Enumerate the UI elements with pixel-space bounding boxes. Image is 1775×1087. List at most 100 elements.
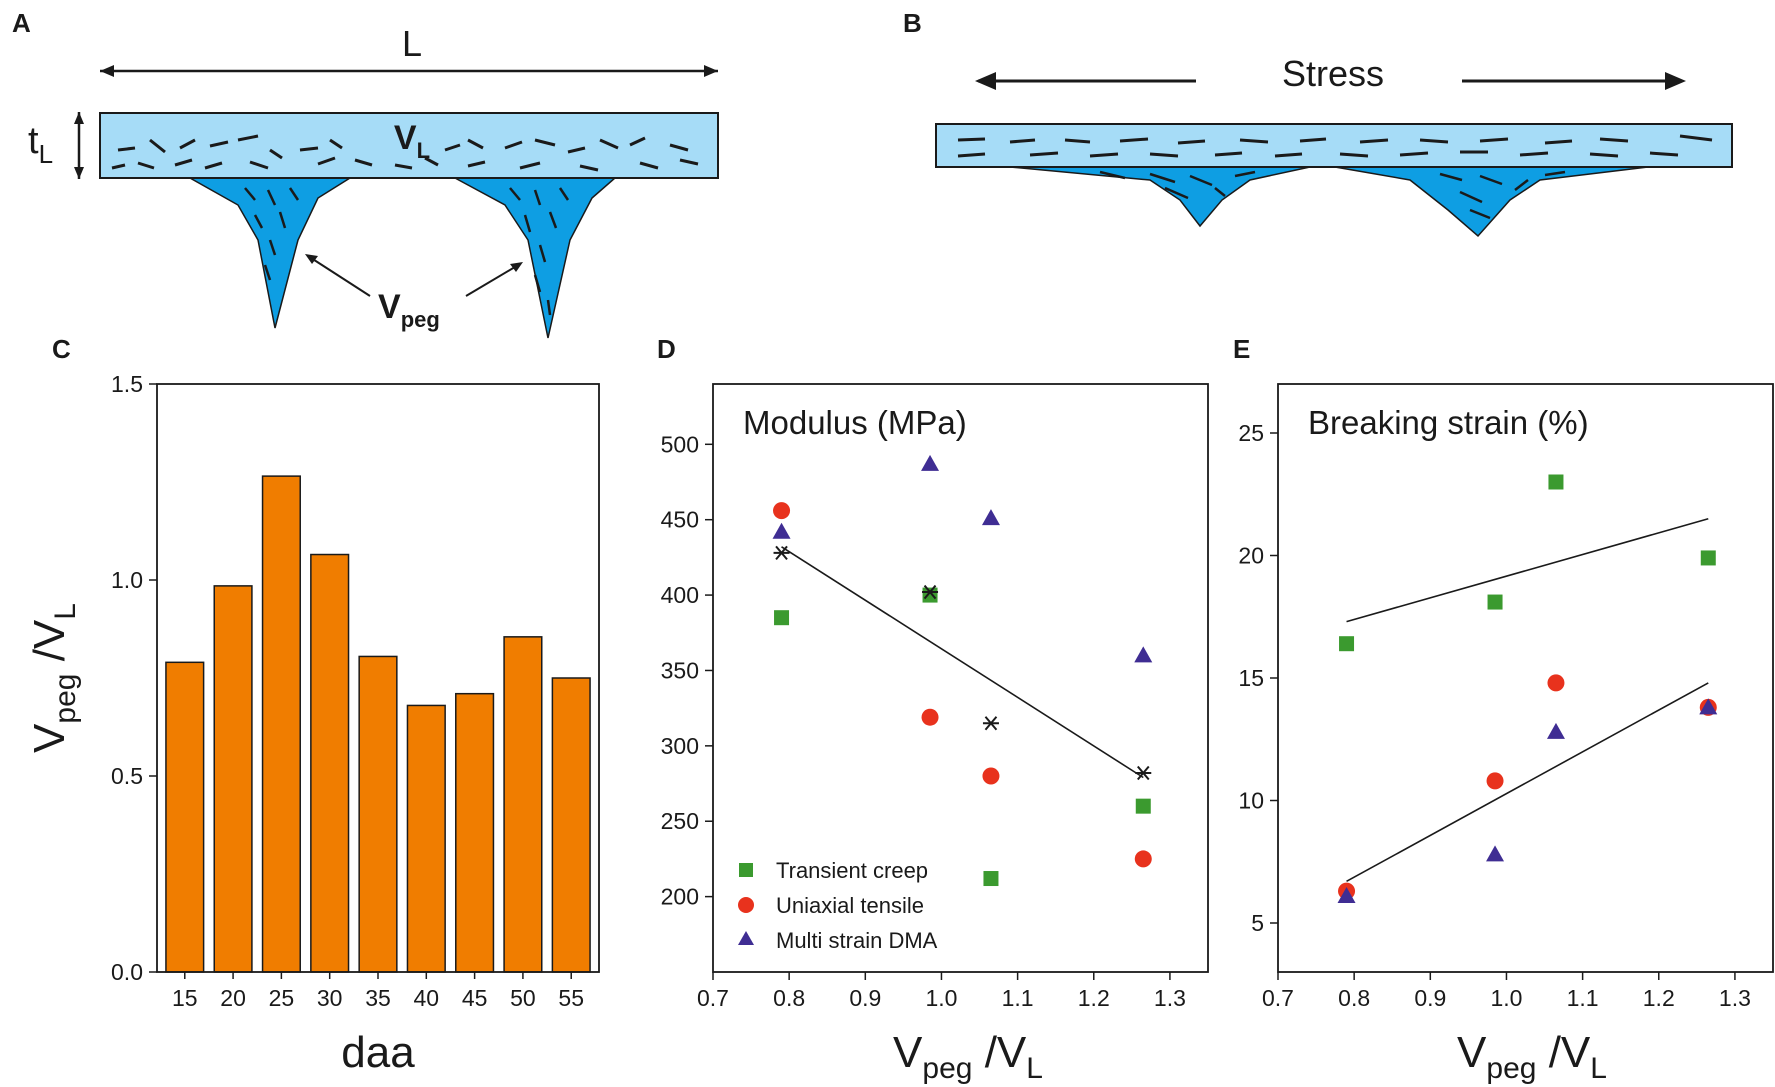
d-point-uniaxial-tensile-2 bbox=[982, 767, 1000, 785]
bar-40 bbox=[406, 704, 446, 973]
c-tick-marks bbox=[149, 383, 572, 979]
d-y-tick-500: 500 bbox=[661, 431, 699, 457]
d-point-mean-0-d2 bbox=[775, 545, 788, 561]
fibrils-peg-b bbox=[1099, 170, 1566, 220]
d-legend: Transient creep Uniaxial tensile Multi s… bbox=[738, 858, 938, 953]
peg-b-right bbox=[1334, 166, 1649, 238]
d-point-transient-creep-0 bbox=[774, 610, 790, 626]
bar-50 bbox=[503, 636, 543, 973]
legend-label-uniaxial-tensile: Uniaxial tensile bbox=[776, 893, 924, 918]
d-point-uniaxial-tensile-1 bbox=[921, 708, 939, 726]
e-tick-marks bbox=[1270, 432, 1736, 980]
e-x-tick-1.2: 1.2 bbox=[1643, 985, 1675, 1011]
bar-30 bbox=[310, 553, 350, 973]
e-chart-title: Breaking strain (%) bbox=[1308, 404, 1589, 441]
c-y-axis-title: Vpeg /VL bbox=[25, 603, 82, 753]
c-x-tick-30: 30 bbox=[317, 985, 343, 1011]
c-y-tick-1.5: 1.5 bbox=[111, 371, 143, 397]
panel-letter-d: D bbox=[657, 334, 676, 364]
d-chart-title: Modulus (MPa) bbox=[743, 404, 967, 441]
d-plot-frame bbox=[712, 383, 1209, 973]
panel-letter-b: B bbox=[903, 8, 922, 38]
d-fit-line-0 bbox=[781, 546, 1144, 779]
e-fit-lines bbox=[1346, 517, 1709, 883]
c-y-tick-1.0: 1.0 bbox=[111, 567, 143, 593]
peg-volume-label: Vpeg bbox=[378, 288, 440, 332]
lamella-bar-b bbox=[935, 123, 1733, 168]
e-x-tick-1.1: 1.1 bbox=[1567, 985, 1599, 1011]
c-x-tick-25: 25 bbox=[269, 985, 295, 1011]
d-point-transient-creep-1 bbox=[922, 587, 938, 603]
c-x-axis-title: daa bbox=[341, 1028, 415, 1077]
e-y-tick-20: 20 bbox=[1238, 543, 1264, 569]
c-x-tick-labels: 15 20 25 30 35 40 45 50 55 bbox=[172, 985, 584, 1011]
d-point-multi-strain-dma-3 bbox=[1134, 646, 1153, 663]
panel-d-scatter-chart: D 200 250 300 350 400 450 500 0.7 0.8 0.9 1.0 1.1 1… bbox=[657, 334, 1209, 1085]
e-point-multi-strain-dma-1 bbox=[1486, 845, 1505, 862]
peg-right bbox=[454, 177, 618, 339]
e-y-tick-25: 25 bbox=[1238, 420, 1264, 446]
d-point-mean-1 bbox=[922, 584, 939, 600]
e-point-transient-creep-0 bbox=[1339, 636, 1355, 652]
thickness-label: tL bbox=[28, 120, 53, 169]
c-plot-frame bbox=[156, 383, 600, 973]
legend-marker-transient-creep bbox=[739, 863, 753, 877]
c-x-tick-20: 20 bbox=[220, 985, 246, 1011]
e-fit-line-1 bbox=[1346, 682, 1709, 883]
bar-35 bbox=[358, 655, 398, 973]
d-point-mean-0 bbox=[773, 545, 790, 561]
e-data-points bbox=[1337, 474, 1718, 904]
bar-20 bbox=[213, 585, 253, 973]
d-point-transient-creep-2 bbox=[983, 871, 999, 887]
d-point-mean-3-d2 bbox=[1137, 765, 1150, 781]
e-point-transient-creep-1 bbox=[1487, 594, 1503, 610]
length-label: L bbox=[402, 23, 422, 64]
d-x-tick-1.2: 1.2 bbox=[1078, 985, 1110, 1011]
length-arrow-left-head bbox=[100, 65, 114, 77]
peg-arrow-right bbox=[465, 263, 521, 297]
e-x-tick-0.7: 0.7 bbox=[1262, 985, 1294, 1011]
d-point-multi-strain-dma-2 bbox=[981, 509, 1000, 526]
peg-left bbox=[187, 177, 353, 329]
c-x-tick-15: 15 bbox=[172, 985, 198, 1011]
e-x-tick-labels: 0.7 0.8 0.9 1.0 1.1 1.2 1.3 bbox=[1262, 985, 1751, 1011]
e-x-tick-1.0: 1.0 bbox=[1490, 985, 1522, 1011]
d-y-tick-250: 250 bbox=[661, 808, 699, 834]
lamella-volume-label: VL bbox=[394, 119, 430, 163]
legend-marker-uniaxial-tensile bbox=[738, 897, 754, 913]
legend-label-transient-creep: Transient creep bbox=[776, 858, 928, 883]
d-y-tick-400: 400 bbox=[661, 582, 699, 608]
fibrils-a bbox=[111, 134, 699, 172]
e-y-tick-5: 5 bbox=[1251, 910, 1264, 936]
d-x-tick-0.7: 0.7 bbox=[697, 985, 729, 1011]
c-bars bbox=[165, 475, 591, 973]
c-x-tick-40: 40 bbox=[414, 985, 440, 1011]
e-y-tick-10: 10 bbox=[1238, 788, 1264, 814]
bar-15 bbox=[165, 661, 205, 973]
thickness-arrow-top-head bbox=[74, 112, 84, 124]
d-point-mean-2-d2 bbox=[984, 716, 998, 731]
peg-arrow-right-head bbox=[510, 262, 523, 272]
peg-b-left bbox=[1009, 166, 1311, 228]
e-point-transient-creep-3 bbox=[1700, 550, 1716, 566]
c-x-tick-55: 55 bbox=[558, 985, 584, 1011]
d-x-tick-0.9: 0.9 bbox=[849, 985, 881, 1011]
d-point-mean-1-d2 bbox=[923, 584, 937, 600]
d-y-tick-labels: 200 250 300 350 400 450 500 bbox=[661, 431, 699, 909]
d-x-tick-1.3: 1.3 bbox=[1154, 985, 1186, 1011]
e-point-multi-strain-dma-0 bbox=[1337, 887, 1356, 904]
legend-marker-multi-strain-dma bbox=[738, 931, 754, 945]
d-point-uniaxial-tensile-0 bbox=[773, 502, 791, 520]
bar-55 bbox=[551, 677, 591, 973]
panel-b-schematic: B Stress bbox=[903, 8, 1733, 238]
d-x-tick-0.8: 0.8 bbox=[773, 985, 805, 1011]
c-x-tick-45: 45 bbox=[462, 985, 488, 1011]
stress-arrow-left-head bbox=[975, 72, 996, 90]
d-point-multi-strain-dma-0 bbox=[772, 522, 791, 539]
d-point-mean-2 bbox=[982, 716, 999, 731]
panel-a-schematic: A L tL bbox=[12, 8, 719, 339]
legend-label-multi-strain-dma: Multi strain DMA bbox=[776, 928, 938, 953]
d-tick-marks bbox=[705, 443, 1171, 980]
c-y-tick-labels: 0.0 0.5 1.0 1.5 bbox=[111, 371, 143, 985]
e-x-tick-0.8: 0.8 bbox=[1338, 985, 1370, 1011]
